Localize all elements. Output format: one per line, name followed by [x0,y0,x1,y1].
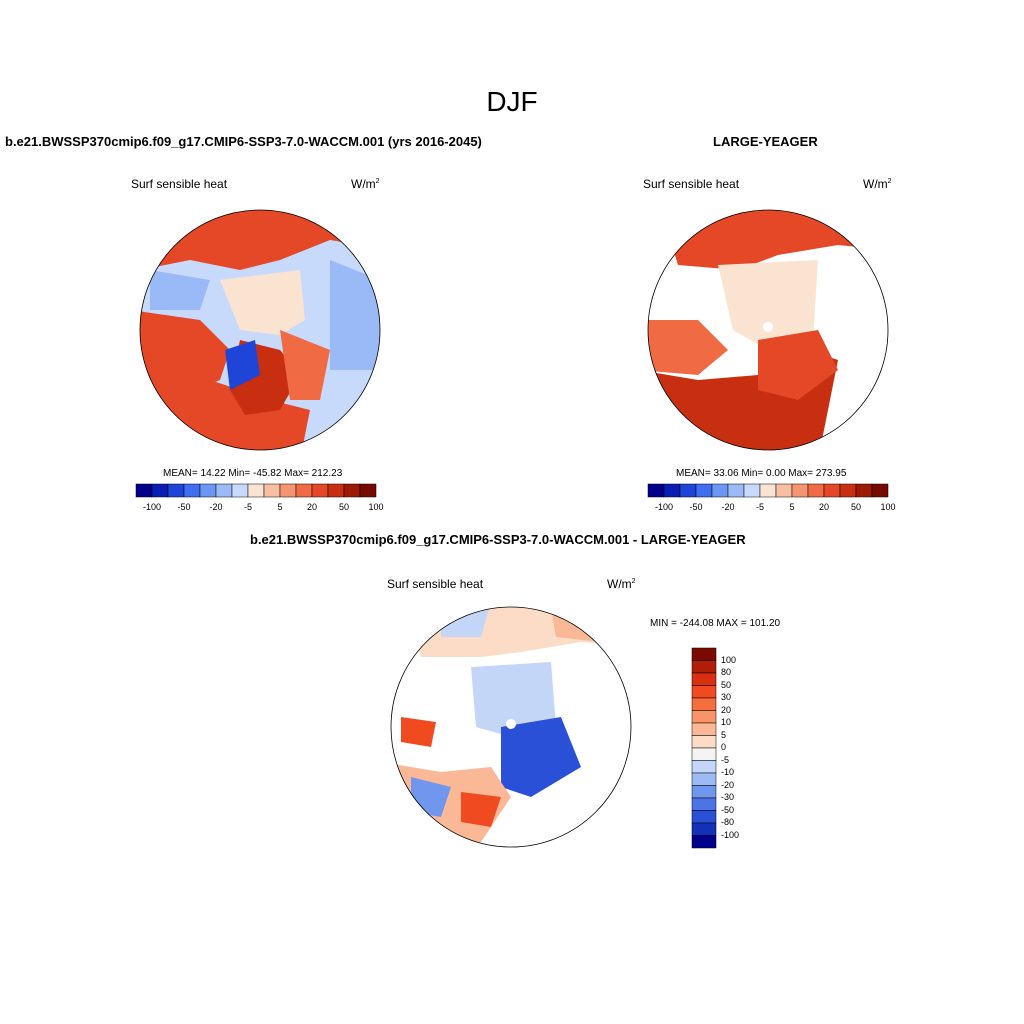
colorbar-swatch [871,483,889,498]
colorbar-swatch [691,760,717,774]
colorbar-swatch [263,483,281,498]
colorbar-swatch [279,483,297,498]
colorbar-swatch [691,822,717,836]
colorbar-model [135,483,377,498]
colorbar-swatch [311,483,329,498]
colorbar-tick-label: -80 [721,817,735,827]
stats-diff: MIN = -244.08 MAX = 101.20 [650,618,781,629]
colorbar-swatch [647,483,665,498]
colorbar-swatch [691,797,717,811]
colorbar-tick-label: 5 [789,502,795,512]
colorbar-swatch [231,483,249,498]
stats-obs: MEAN= 33.06 Min= 0.00 Max= 273.95 [676,468,847,479]
colorbar-tick-label: 30 [721,692,732,702]
colorbar-tick-label: -100 [142,502,162,512]
variable-label-obs: Surf sensible heat [643,177,740,191]
colorbar-tick-label: 20 [306,502,318,512]
colorbar-tick-label: 5 [277,502,283,512]
colorbar-tick-label: 100 [880,502,896,512]
colorbar-swatch [691,647,717,661]
colorbar-swatch [691,710,717,724]
colorbar-tick-label: -5 [721,754,730,765]
colorbar-tick-label: 80 [721,667,732,677]
colorbar-tick-label: -5 [755,502,765,512]
colorbar-swatch [791,483,809,498]
colorbar-tick-label: -30 [721,792,735,802]
colorbar-tick-label: 50 [850,502,862,512]
colorbar-tick-label: 100 [368,502,384,512]
colorbar-tick-label: -10 [721,767,735,777]
colorbar-swatch [151,483,169,498]
stats-model: MEAN= 14.22 Min= -45.82 Max= 212.23 [163,468,343,479]
colorbar-swatch [691,747,717,761]
colorbar-tick-label: -100 [654,502,674,512]
colorbar-tick-label: 5 [721,729,727,740]
colorbar-tick-label: 20 [818,502,830,512]
colorbar-swatch [135,483,153,498]
colorbar-swatch [327,483,345,498]
colorbar-swatch [807,483,825,498]
colorbar-swatch [839,483,857,498]
colorbar-tick-label: 0 [721,742,727,752]
colorbar-swatch [695,483,713,498]
variable-label-model: Surf sensible heat [131,177,228,191]
colorbar-labels-obs: -100 -50 -20 -5 5 20 50 100 [648,502,896,514]
polar-map-obs [647,209,889,451]
panel-title-model: b.e21.BWSSP370cmip6.f09_g17.CMIP6-SSP3-7… [5,134,482,149]
units-label-obs: W/m2 [863,177,892,191]
colorbar-swatch [691,810,717,824]
colorbar-swatch [711,483,729,498]
colorbar-swatch [759,483,777,498]
colorbar-swatch [743,483,761,498]
colorbar-tick-label: -20 [209,502,223,512]
colorbar-swatch [691,672,717,686]
units-label-model: W/m2 [351,177,380,191]
colorbar-swatch [775,483,793,498]
colorbar-swatch [199,483,217,498]
colorbar-swatch [691,785,717,799]
colorbar-tick-label: -20 [721,779,735,790]
colorbar-swatch [691,722,717,736]
colorbar-tick-label: 50 [721,679,732,690]
colorbar-tick-label: -50 [721,804,735,815]
colorbar-tick-label: -50 [689,502,703,512]
colorbar-swatch [343,483,361,498]
colorbar-labels-model: -100 -50 -20 -5 5 20 50 100 [136,502,384,514]
colorbar-swatch [215,483,233,498]
colorbar-swatch [679,483,697,498]
polar-map-model [139,209,381,451]
colorbar-swatch [691,685,717,699]
figure-title: DJF [486,86,538,117]
colorbar-obs [647,483,889,498]
colorbar-diff [691,647,717,849]
colorbar-tick-label: -50 [177,502,191,512]
colorbar-swatch [663,483,681,498]
colorbar-tick-label: 10 [721,717,732,727]
colorbar-swatch [823,483,841,498]
polar-map-diff [390,606,632,848]
colorbar-labels-diff: 100 80 50 30 20 10 5 0 -5 -10 -20 -30 -50 -80 -100 [721,648,761,848]
colorbar-swatch [167,483,185,498]
colorbar-tick-label: 50 [338,502,350,512]
colorbar-swatch [691,735,717,749]
variable-label-diff: Surf sensible heat [387,577,484,591]
colorbar-swatch [691,772,717,786]
colorbar-swatch [247,483,265,498]
colorbar-swatch [691,697,717,711]
units-label-diff: W/m2 [607,577,636,591]
colorbar-swatch [691,835,717,849]
colorbar-tick-label: -5 [243,502,253,512]
colorbar-tick-label: 100 [721,654,737,665]
colorbar-swatch [295,483,313,498]
colorbar-tick-label: -100 [721,829,740,840]
panel-title-diff: b.e21.BWSSP370cmip6.f09_g17.CMIP6-SSP3-7… [250,532,746,547]
colorbar-tick-label: 20 [721,704,732,715]
panel-title-obs: LARGE-YEAGER [713,134,818,149]
colorbar-swatch [183,483,201,498]
colorbar-swatch [691,660,717,674]
colorbar-swatch [359,483,377,498]
colorbar-swatch [727,483,745,498]
colorbar-swatch [855,483,873,498]
colorbar-tick-label: -20 [721,502,735,512]
